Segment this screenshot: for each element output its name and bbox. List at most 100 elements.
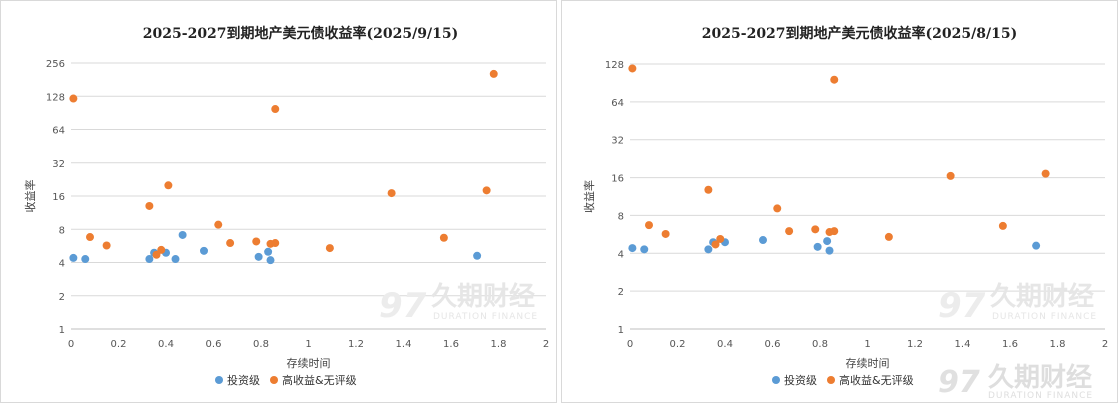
legend-label: 高收益&无评级 bbox=[839, 373, 914, 387]
data-point-high-yield bbox=[884, 232, 893, 241]
data-point-high-yield bbox=[773, 204, 782, 213]
data-point-high-yield bbox=[325, 244, 334, 253]
data-point-high-yield bbox=[145, 201, 154, 210]
x-axis-label: 存续时间 bbox=[846, 356, 890, 370]
x-tick-label: 0.2 bbox=[670, 339, 686, 350]
x-tick-label: 1.2 bbox=[348, 339, 364, 350]
legend-marker bbox=[772, 376, 780, 384]
data-point-high-yield bbox=[164, 181, 173, 190]
x-tick-label: 2 bbox=[543, 339, 549, 350]
data-point-high-yield bbox=[69, 94, 78, 103]
data-point-high-yield bbox=[439, 233, 448, 242]
data-point-high-yield bbox=[489, 69, 498, 78]
y-tick-label: 4 bbox=[59, 259, 65, 270]
x-tick-label: 1.4 bbox=[955, 339, 971, 350]
x-axis-label: 存续时间 bbox=[287, 356, 331, 370]
y-axis-label: 收益率 bbox=[23, 180, 37, 213]
y-tick-label: 16 bbox=[611, 174, 624, 185]
data-point-investment-grade bbox=[178, 230, 187, 239]
y-tick-label: 2 bbox=[618, 287, 624, 298]
data-point-investment-grade bbox=[823, 237, 832, 246]
data-point-investment-grade bbox=[640, 245, 649, 254]
data-point-investment-grade bbox=[813, 242, 822, 251]
legend-marker bbox=[827, 376, 835, 384]
x-tick-label: 0.8 bbox=[812, 339, 828, 350]
data-point-investment-grade bbox=[825, 246, 834, 255]
y-tick-label: 64 bbox=[52, 126, 65, 137]
watermark-en: DURATION FINANCE bbox=[988, 391, 1093, 401]
x-tick-label: 0.6 bbox=[765, 339, 781, 350]
y-axis-label: 收益率 bbox=[582, 180, 596, 213]
x-tick-label: 0.2 bbox=[111, 339, 127, 350]
watermark-cn: 久期财经 bbox=[431, 281, 535, 312]
x-tick-label: 1.6 bbox=[1002, 339, 1018, 350]
data-point-high-yield bbox=[704, 185, 713, 194]
data-point-investment-grade bbox=[1032, 241, 1041, 250]
x-tick-label: 0.6 bbox=[206, 339, 222, 350]
data-point-high-yield bbox=[711, 240, 720, 249]
data-point-investment-grade bbox=[200, 246, 208, 255]
y-tick-label: 64 bbox=[611, 98, 624, 109]
y-tick-label: 1 bbox=[59, 325, 65, 336]
data-point-high-yield bbox=[1041, 169, 1050, 178]
data-point-high-yield bbox=[214, 220, 223, 229]
data-point-investment-grade bbox=[759, 236, 767, 245]
data-point-high-yield bbox=[998, 221, 1007, 230]
data-point-high-yield bbox=[830, 227, 839, 236]
x-tick-label: 2 bbox=[1102, 339, 1108, 350]
x-tick-label: 0 bbox=[68, 339, 74, 350]
data-point-high-yield bbox=[830, 75, 839, 84]
data-point-high-yield bbox=[271, 105, 280, 114]
data-point-investment-grade bbox=[171, 255, 180, 264]
y-tick-label: 1 bbox=[618, 325, 624, 336]
chart-title: 2025-2027到期地产美元债收益率(2025/8/15) bbox=[702, 25, 1017, 42]
y-tick-label: 32 bbox=[52, 159, 65, 170]
data-point-high-yield bbox=[157, 245, 166, 254]
x-tick-label: 0 bbox=[627, 339, 633, 350]
y-tick-label: 2 bbox=[59, 292, 65, 303]
data-point-investment-grade bbox=[704, 245, 713, 254]
data-point-high-yield bbox=[716, 234, 725, 243]
data-point-investment-grade bbox=[145, 255, 154, 264]
x-tick-label: 1 bbox=[864, 339, 870, 350]
data-point-high-yield bbox=[86, 233, 94, 242]
data-point-high-yield bbox=[946, 171, 955, 180]
data-point-investment-grade bbox=[81, 255, 90, 264]
data-point-high-yield bbox=[628, 64, 637, 73]
scatter-chart-left: 2025-2027到期地产美元债收益率(2025/9/15) 1 2 4 8 16 32 64… bbox=[23, 25, 549, 387]
y-tick-label: 8 bbox=[59, 225, 65, 236]
data-point-high-yield bbox=[661, 229, 670, 238]
data-point-high-yield bbox=[252, 237, 261, 246]
chart-panel-left: 2025-2027到期地产美元债收益率(2025/9/15) 1 2 4 8 16 32 64… bbox=[0, 0, 557, 403]
x-tick-label: 1.8 bbox=[491, 339, 507, 350]
watermark-en: DURATION FINANCE bbox=[992, 312, 1097, 322]
data-point-investment-grade bbox=[69, 253, 78, 262]
legend-marker bbox=[215, 376, 223, 384]
x-tick-label: 1.4 bbox=[396, 339, 412, 350]
y-tick-label: 4 bbox=[618, 249, 624, 260]
legend-label: 高收益&无评级 bbox=[282, 373, 357, 387]
chart-panel-right: 2025-2027到期地产美元债收益率(2025/8/15) 1 2 4 8 16 32 64… bbox=[561, 0, 1118, 403]
watermark-cn: 久期财经 bbox=[990, 281, 1094, 312]
chart-title: 2025-2027到期地产美元债收益率(2025/9/15) bbox=[143, 25, 458, 42]
x-tick-label: 1.8 bbox=[1050, 339, 1066, 350]
data-point-investment-grade bbox=[264, 247, 273, 256]
x-tick-label: 0.4 bbox=[717, 339, 733, 350]
svg-text:97: 97 bbox=[938, 365, 980, 400]
data-point-high-yield bbox=[811, 225, 820, 234]
x-tick-label: 1 bbox=[305, 339, 311, 350]
data-point-high-yield bbox=[387, 189, 396, 198]
x-tick-label: 0.8 bbox=[253, 339, 269, 350]
data-point-investment-grade bbox=[628, 244, 637, 253]
data-point-high-yield bbox=[271, 239, 280, 248]
scatter-chart-right: 2025-2027到期地产美元债收益率(2025/8/15) 1 2 4 8 16 32 64… bbox=[582, 25, 1108, 387]
x-tick-label: 1.2 bbox=[907, 339, 923, 350]
data-point-high-yield bbox=[645, 221, 653, 230]
legend-label: 投资级 bbox=[227, 373, 260, 387]
watermark-logo-mark: 97 bbox=[379, 286, 427, 326]
watermark-en: DURATION FINANCE bbox=[433, 312, 538, 322]
y-tick-label: 128 bbox=[46, 92, 65, 103]
y-tick-label: 16 bbox=[52, 192, 65, 203]
